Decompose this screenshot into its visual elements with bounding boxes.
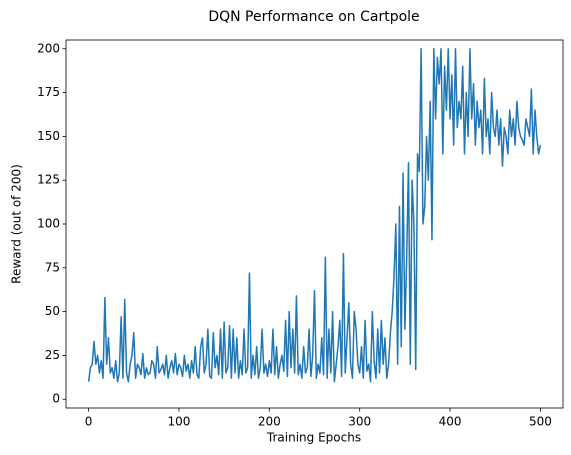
y-tick-label: 175: [37, 85, 60, 99]
y-tick-label: 100: [37, 217, 60, 231]
x-tick-label: 500: [529, 415, 552, 429]
y-tick-label: 150: [37, 129, 60, 143]
axes-frame: [65, 39, 564, 409]
x-tick-label: 0: [85, 415, 93, 429]
x-tick-label: 100: [168, 415, 191, 429]
y-tick-label: 25: [45, 348, 60, 362]
data-line: [87, 48, 542, 383]
y-tick-label: 75: [45, 260, 60, 274]
y-axis-label: Reward (out of 200): [10, 164, 24, 284]
y-tick-label: 200: [37, 41, 60, 55]
y-tick-label: 50: [45, 304, 60, 318]
y-tick-label: 125: [37, 173, 60, 187]
x-tick-label: 400: [439, 415, 462, 429]
y-tick-label: 0: [52, 392, 60, 406]
x-axis-label: Training Epochs: [266, 431, 361, 445]
x-tick-label: 300: [348, 415, 371, 429]
x-tick-label: 200: [258, 415, 281, 429]
chart-title: DQN Performance on Cartpole: [208, 9, 419, 25]
